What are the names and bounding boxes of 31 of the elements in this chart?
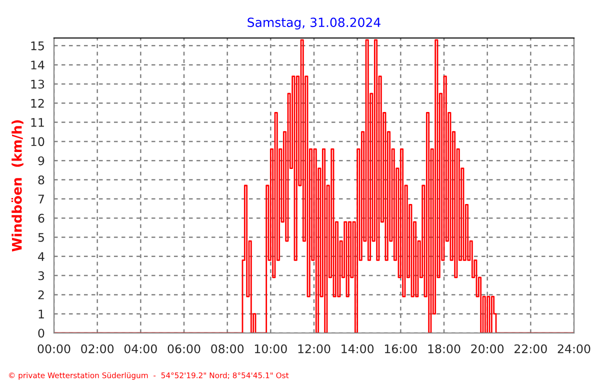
y-tick-label: 6 xyxy=(38,214,44,223)
y-tick-label: 12 xyxy=(31,98,44,108)
x-tick-label: 20:00 xyxy=(471,344,504,354)
x-tick-label: 16:00 xyxy=(384,344,417,354)
y-tick-label: 15 xyxy=(31,42,44,50)
y-tick-label: 13 xyxy=(31,80,44,89)
y-tick-label: 7 xyxy=(38,194,44,204)
x-tick-label: 14:00 xyxy=(342,344,374,354)
y-tick-label: 2 xyxy=(38,290,44,300)
x-tick-label: 06:00 xyxy=(168,344,200,354)
x-tick-label: 08:00 xyxy=(211,344,244,354)
y-tick-label: 9 xyxy=(38,156,44,166)
x-tick-label: 18:00 xyxy=(428,344,460,354)
y-tick-label: 8 xyxy=(38,175,44,184)
y-tick-label: 10 xyxy=(31,137,44,146)
x-tick-label: 04:00 xyxy=(124,344,157,354)
x-tick-label: 24:00 xyxy=(558,344,590,354)
y-tick-label: 0 xyxy=(38,328,44,338)
y-tick-label: 4 xyxy=(38,252,44,261)
x-tick-label: 00:00 xyxy=(38,344,70,354)
y-tick-label: 11 xyxy=(31,118,44,127)
x-tick-label: 10:00 xyxy=(254,344,287,354)
y-tick-label: 1 xyxy=(38,310,44,318)
y-axis-title: Windböen (km/h) xyxy=(11,120,24,252)
x-tick-label: 22:00 xyxy=(514,344,547,354)
y-tick-label: 3 xyxy=(38,271,44,280)
y-tick-label: 14 xyxy=(31,60,44,70)
y-tick-label: 5 xyxy=(38,233,44,242)
x-tick-label: 12:00 xyxy=(298,344,330,354)
x-tick-label: 02:00 xyxy=(81,344,114,354)
chart-title: Samstag, 31.08.2024 xyxy=(248,18,380,30)
